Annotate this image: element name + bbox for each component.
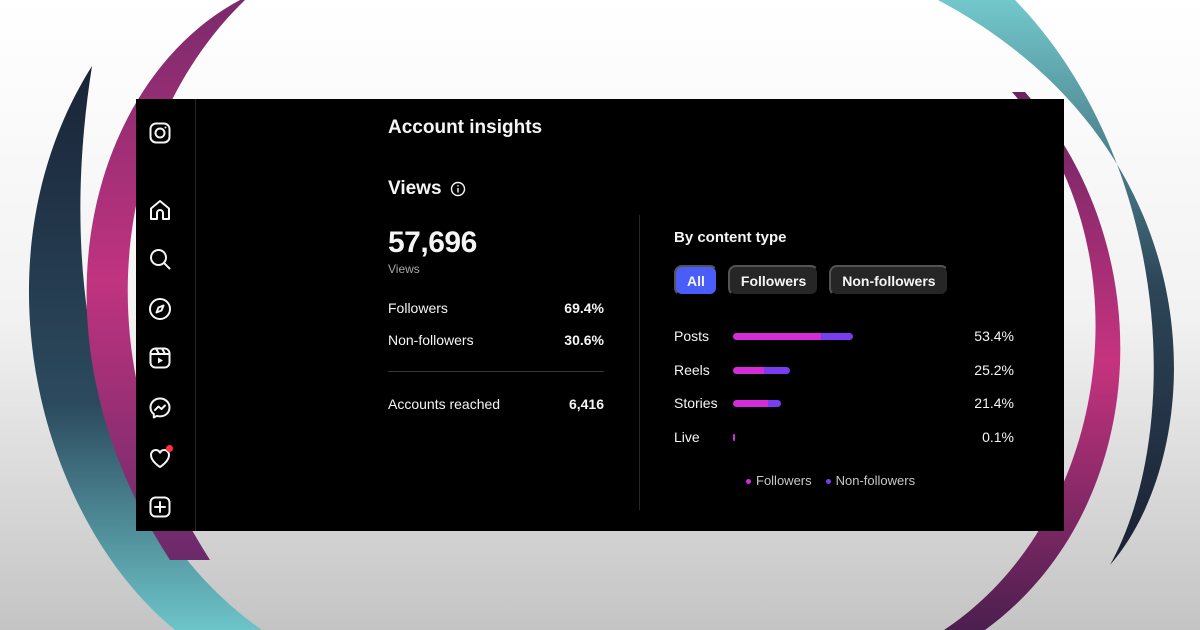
chart-row-posts: Posts 53.4% [674, 326, 1014, 346]
legend-label-followers: Followers [756, 473, 812, 488]
chart-row-stories: Stories 21.4% [674, 393, 1014, 413]
chart-value-label: 25.2% [974, 361, 1014, 378]
insights-panel: Account insights Views 57,696 Views Foll… [136, 99, 1064, 531]
legend-label-non-followers: Non-followers [835, 473, 916, 488]
tab-non-followers[interactable]: Non-followers [829, 265, 949, 296]
views-total-label: Views [388, 262, 420, 276]
bar-segment-followers [733, 333, 822, 340]
tab-all[interactable]: All [674, 265, 718, 296]
messenger-icon[interactable] [148, 396, 172, 420]
non-followers-label: Non-followers [388, 332, 474, 348]
legend-item-followers: Followers [746, 473, 812, 488]
chart-category-label: Posts [674, 328, 710, 344]
accounts-reached-row[interactable]: Accounts reached 6,416 [388, 396, 604, 412]
non-followers-value: 30.6% [564, 332, 604, 348]
followers-row: Followers 69.4% [388, 300, 604, 316]
left-inner-swoosh [86, 0, 245, 560]
followers-value: 69.4% [564, 300, 604, 316]
chart-value-label: 53.4% [974, 328, 1014, 344]
tab-followers[interactable]: Followers [727, 265, 820, 296]
legend-item-non-followers: Non-followers [825, 473, 916, 488]
chart-value-label: 0.1% [982, 428, 1014, 445]
page-title: Account insights [388, 117, 543, 138]
views-total: 57,696 [388, 226, 477, 259]
chart-category-label: Live [674, 428, 700, 445]
bar-segment-non-followers [767, 400, 782, 407]
non-followers-row: Non-followers 30.6% [388, 332, 604, 348]
followers-label: Followers [388, 300, 448, 316]
legend-dot-followers [746, 479, 751, 485]
views-heading-text: Views [388, 178, 442, 199]
chart-value-label: 21.4% [974, 395, 1014, 411]
divider [388, 371, 604, 372]
chart-bar-posts [733, 333, 853, 340]
bar-segment-followers [733, 366, 764, 374]
right-inner-swoosh [944, 92, 1121, 630]
left-outer-swoosh [28, 66, 262, 630]
bar-segment-non-followers [763, 366, 790, 374]
create-icon[interactable] [148, 495, 172, 519]
bar-segment-followers [733, 433, 735, 441]
accounts-reached-label: Accounts reached [388, 396, 501, 412]
info-icon[interactable] [450, 181, 466, 197]
chart-bar-stories [733, 400, 782, 407]
home-icon[interactable] [148, 198, 172, 222]
accounts-reached-value: 6,416 [568, 396, 604, 412]
views-heading: Views [388, 178, 466, 200]
sidebar-nav [136, 99, 196, 531]
heart-icon[interactable] [148, 445, 173, 470]
chart-bar-live [733, 433, 735, 441]
chart-row-live: Live 0.1% [674, 427, 1014, 447]
bar-segment-followers [733, 400, 768, 407]
instagram-logo-icon[interactable] [148, 121, 172, 145]
reels-icon[interactable] [148, 346, 172, 370]
search-icon[interactable] [148, 247, 172, 271]
column-divider [639, 215, 640, 510]
chart-row-reels: Reels 25.2% [674, 360, 1014, 380]
chart-category-label: Stories [674, 395, 718, 411]
legend-dot-non-followers [825, 479, 831, 485]
chart-bar-reels [733, 366, 790, 374]
chart-category-label: Reels [674, 361, 710, 378]
content-type-title: By content type [674, 229, 787, 246]
explore-icon[interactable] [148, 297, 172, 321]
content-type-tabs: All Followers Non-followers [674, 265, 949, 296]
chart-legend: Followers Non-followers [746, 473, 915, 488]
notification-dot [166, 445, 173, 452]
bar-segment-non-followers [821, 333, 853, 340]
